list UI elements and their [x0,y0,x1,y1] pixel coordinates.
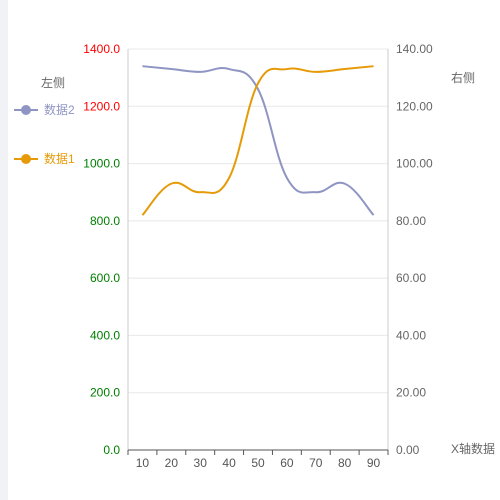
axes: 0.0 0.00 200.0 20.00 400.0 40.00 600.0 60.00 800… [83,42,433,470]
x-tick-label: 70 [309,456,323,470]
series-lines [141,65,375,216]
right-tick-label: 140.00 [396,42,433,56]
left-tick-label: 1200.0 [83,99,120,113]
right-tick-label: 0.00 [396,443,420,457]
x-axis-name: X轴数据 [451,441,495,456]
right-tick-label: 60.00 [396,271,426,285]
right-tick-label: 40.00 [396,328,426,342]
right-axis-name: 右侧 [451,70,475,85]
right-tick-label: 20.00 [396,386,426,400]
legend-marker [21,154,31,164]
right-tick-label: 100.00 [396,157,433,171]
legend-label: 数据2 [44,102,75,117]
x-tick-label: 60 [280,456,294,470]
series-line-1 [142,65,375,216]
left-tick-label: 800.0 [90,214,120,228]
x-tick-label: 80 [338,456,352,470]
left-tick-label: 200.0 [90,386,120,400]
left-tick-label: 0.0 [103,443,120,457]
x-tick-label: 10 [136,456,150,470]
x-tick-label: 40 [222,456,236,470]
x-tick-label: 30 [194,456,208,470]
x-tick-label: 20 [165,456,179,470]
grid-lines [128,48,388,394]
legend-marker [21,105,31,115]
legend-label: 数据1 [44,151,75,166]
left-tick-label: 400.0 [90,328,120,342]
left-axis-name: 左侧 [41,75,65,90]
left-tick-label: 600.0 [90,271,120,285]
right-tick-label: 80.00 [396,214,426,228]
side-strip [0,0,8,500]
left-tick-label: 1000.0 [83,157,120,171]
x-tick-label: 50 [251,456,265,470]
right-tick-label: 120.00 [396,99,433,113]
legend: 数据2 数据1 [14,102,75,166]
left-tick-label: 1400.0 [83,42,120,56]
x-tick-label: 90 [367,456,381,470]
series-line-2 [141,65,374,216]
